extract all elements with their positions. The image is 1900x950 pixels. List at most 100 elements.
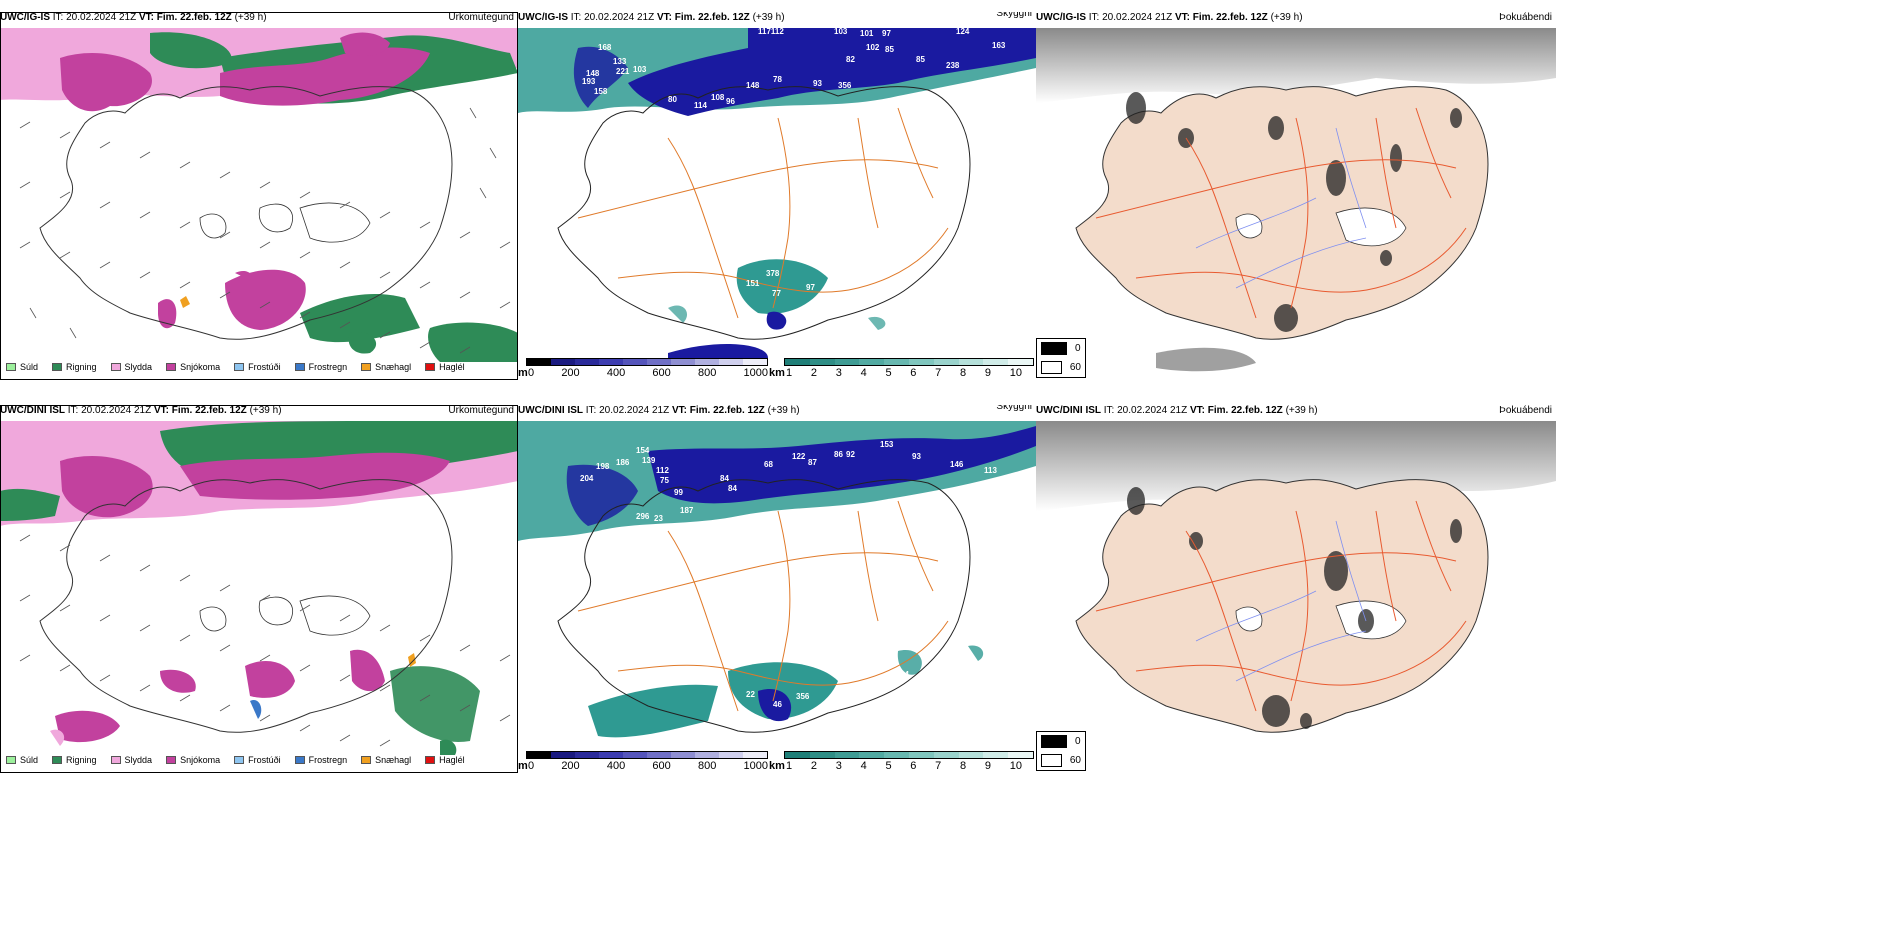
vis-label: 163	[992, 41, 1006, 50]
vt-label: VT:	[153, 405, 169, 416]
vis-label: 378	[766, 269, 780, 278]
model-name: UWC/IG-IS	[0, 12, 50, 23]
precip-map	[0, 28, 518, 362]
tick: 9	[984, 760, 991, 772]
panel-header: UWC/IG-IS IT: 20.02.2024 21Z VT: Fim. 22…	[0, 12, 518, 24]
tick: 8	[960, 367, 967, 379]
legend-label: Frostúði	[248, 362, 281, 372]
vis-label: 71	[744, 714, 753, 723]
legend-label: Slydda	[124, 755, 153, 765]
legend-item-haglel: Haglél	[425, 362, 465, 372]
panel-title: Þokuábendi	[1499, 12, 1552, 23]
fog-legend-label: 60	[1069, 362, 1081, 373]
tick: 5	[885, 760, 892, 772]
vis-scale-km-bar	[784, 358, 1034, 366]
legend-swatch	[361, 756, 372, 764]
visibility-map: 154 198 186 139 112 204 75 99 84 84 68 1…	[518, 421, 1036, 751]
vt-value: Fim. 22.feb. 12Z	[156, 12, 232, 23]
vis-label: 112	[656, 466, 669, 475]
legend-swatch	[6, 363, 16, 371]
precip-map	[0, 421, 518, 755]
vis-label: 84	[728, 484, 737, 493]
vis-label: 124	[956, 28, 970, 36]
tick: 3	[835, 367, 842, 379]
lead-time: (+39 h)	[249, 405, 282, 416]
vis-label: 84	[720, 474, 729, 483]
fog-legend-label: 0	[1075, 736, 1081, 747]
panel-title: Skyggni	[996, 405, 1032, 412]
vis-label: 168	[598, 43, 612, 52]
legend-label: Snjókoma	[180, 755, 221, 765]
row2-north-labels: 154 198 186 139 112 204 75 99 84 84 68 1…	[580, 440, 997, 523]
tick: 600	[652, 367, 671, 379]
vis-label: 151	[746, 279, 760, 288]
row2-south-labels: 46 22 71 94 356	[744, 670, 909, 723]
vis-unit-km: km	[769, 367, 785, 379]
vis-label: 94	[900, 670, 909, 679]
legend-swatch	[425, 756, 436, 764]
legend-item-rigning: Rigning	[52, 362, 97, 372]
tick: 0	[528, 760, 535, 772]
legend-swatch	[234, 756, 245, 764]
vis-label: 146	[950, 460, 964, 469]
tick: 800	[697, 367, 717, 379]
vis-label: 221	[616, 67, 630, 76]
fog-legend-row1: 0 60	[1036, 338, 1086, 378]
fog-legend-swatch	[1041, 754, 1062, 767]
legend-label: Frostúði	[248, 755, 281, 765]
vis-label: 82	[846, 55, 855, 64]
vt-label: VT:	[671, 405, 687, 416]
tick: 2	[810, 367, 817, 379]
vis-scale-km-bar	[784, 751, 1034, 759]
legend-item-frostudi: Frostúði	[234, 362, 281, 372]
legend-item-snaehagl: Snæhagl	[361, 362, 411, 372]
legend-item-slydda: Slydda	[110, 755, 153, 765]
vis-label: 113	[984, 466, 997, 475]
lead-time: (+39 h)	[1285, 405, 1318, 416]
vis-label: 187	[680, 506, 694, 515]
legend-item-haglel: Haglél	[425, 755, 465, 765]
vis-label: 23	[654, 514, 663, 523]
it-value: 20.02.2024 21Z	[599, 405, 670, 416]
vt-value: Fim. 22.feb. 12Z	[689, 405, 765, 416]
vis-label: 122	[792, 452, 806, 461]
model-name: UWC/IG-IS	[1036, 12, 1086, 23]
panel-header: UWC/DINI ISL IT: 20.02.2024 21Z VT: Fim.…	[0, 405, 518, 417]
legend-label: Rigning	[66, 755, 97, 765]
tick: 3	[835, 760, 842, 772]
panel-title: Skyggni	[996, 12, 1032, 19]
legend-swatch	[234, 363, 245, 371]
vis-label: 154	[636, 446, 650, 455]
legend-item-frostregn: Frostregn	[294, 755, 347, 765]
vis-label: 198	[596, 462, 610, 471]
precip-panel-row1: UWC/IG-IS IT: 20.02.2024 21Z VT: Fim. 22…	[0, 12, 518, 380]
fog-legend-item: 0	[1037, 339, 1085, 358]
vis-label: 46	[773, 700, 782, 709]
vis-label: 296	[636, 512, 650, 521]
tick: 200	[561, 367, 580, 379]
vis-unit-m: m	[518, 367, 528, 379]
vis-label: 78	[773, 75, 782, 84]
it-label: IT:	[1103, 405, 1115, 416]
it-value: 20.02.2024 21Z	[66, 12, 137, 23]
vis-label: 85	[916, 55, 925, 64]
fog-map	[1036, 421, 1556, 773]
panel-header: UWC/DINI ISL IT: 20.02.2024 21Z VT: Fim.…	[1036, 405, 1556, 417]
lead-time: (+39 h)	[1270, 12, 1303, 23]
legend-label: Haglél	[439, 755, 465, 765]
legend-swatch	[52, 363, 63, 371]
vis-label: 117112	[758, 28, 784, 36]
tick: 5	[885, 367, 892, 379]
vis-label: 356	[838, 81, 852, 90]
vis-label: 80	[668, 95, 677, 104]
fog-legend-row2: 0 60	[1036, 731, 1086, 771]
vis-ticks-m: 0 200 400 600 800 1000	[528, 367, 768, 379]
tick: 10	[1009, 760, 1022, 772]
vis-label: 193	[582, 77, 596, 86]
vis-label: 87	[808, 458, 817, 467]
tick: 9	[984, 367, 991, 379]
legend-item-sudd: Súld	[6, 755, 38, 765]
vis-scale-m-bar	[526, 751, 768, 759]
vis-ticks-km: 1 2 3 4 5 6 7 8 9 10	[786, 367, 1022, 379]
precip-legend: Súld Rigning Slydda Snjókoma Frostúði Fr…	[6, 755, 465, 765]
